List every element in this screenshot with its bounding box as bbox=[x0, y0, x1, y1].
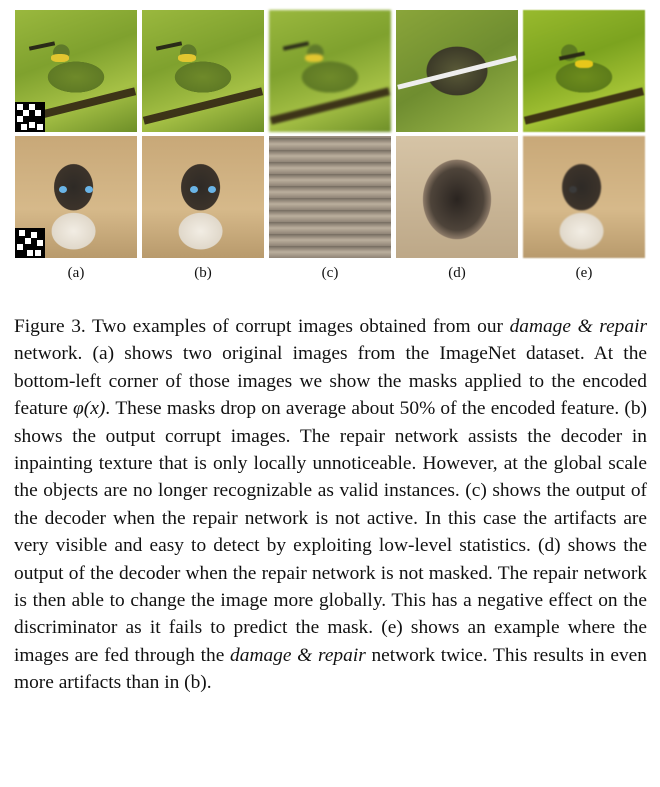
caption-prefix: Figure 3. Two examples of corrupt images… bbox=[14, 316, 510, 337]
bird-twice-image bbox=[523, 10, 645, 132]
subfigure-labels: (a) (b) (c) (d) (e) bbox=[15, 265, 645, 282]
cat-row bbox=[15, 136, 645, 258]
cat-original-image bbox=[15, 136, 137, 258]
mask-pattern-icon bbox=[15, 102, 45, 132]
label-a: (a) bbox=[67, 265, 85, 281]
caption-percent: 50% bbox=[399, 398, 436, 420]
caption-part4: of the encoded feature. (b) shows the ou… bbox=[14, 398, 647, 666]
cat-twice-image bbox=[523, 136, 645, 258]
label-b: (b) bbox=[194, 265, 212, 281]
cat-corrupt-image bbox=[142, 136, 264, 258]
caption-damage-repair-2: damage & repair bbox=[230, 644, 366, 666]
bird-repair-unmasked-image bbox=[396, 10, 518, 132]
cat-decoder-no-repair-image bbox=[269, 136, 391, 258]
mask-pattern-icon bbox=[15, 228, 45, 258]
label-e: (e) bbox=[575, 265, 593, 281]
bird-corrupt-image bbox=[142, 10, 264, 132]
bird-decoder-no-repair-image bbox=[269, 10, 391, 132]
caption-part5: network twice. This results in even more… bbox=[14, 644, 647, 694]
bird-row bbox=[15, 10, 645, 132]
figure-caption: Figure 3. Two examples of corrupt images… bbox=[14, 313, 647, 697]
caption-part3: . These masks drop on average about bbox=[105, 398, 400, 420]
bird-original-image bbox=[15, 10, 137, 132]
caption-damage-repair-1: damage & repair bbox=[509, 316, 647, 337]
figure-grid bbox=[15, 10, 645, 262]
caption-part2: network. (a) shows two original images f… bbox=[14, 343, 647, 420]
label-c: (c) bbox=[321, 265, 339, 281]
caption-math-phi: φ(x) bbox=[73, 398, 106, 420]
cat-repair-unmasked-image bbox=[396, 136, 518, 258]
label-d: (d) bbox=[448, 265, 466, 281]
